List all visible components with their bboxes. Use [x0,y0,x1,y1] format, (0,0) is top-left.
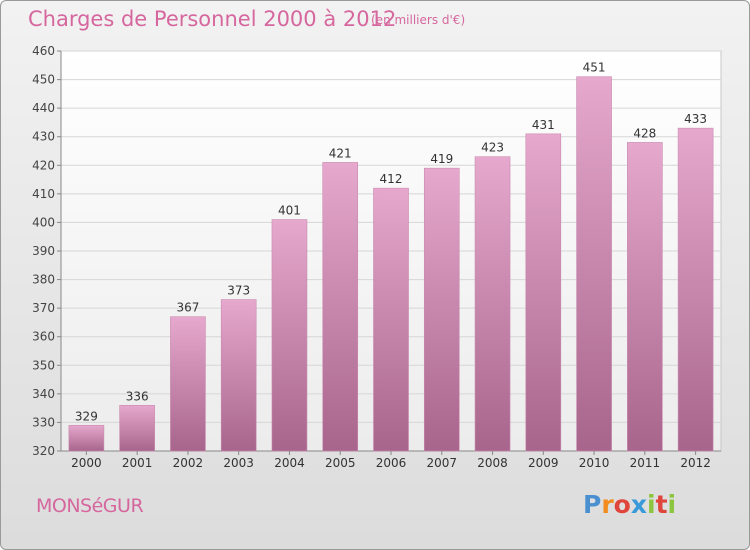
x-tick-label: 2007 [426,456,457,470]
logo-letter: P [583,490,602,519]
x-tick-label: 2000 [71,456,102,470]
y-tick-label: 330 [32,415,55,429]
logo-letter: x [630,490,647,519]
proxiti-logo: Proxiti [583,490,676,519]
y-tick-label: 320 [32,444,55,458]
y-tick-label: 440 [32,101,55,115]
y-tick-label: 370 [32,301,55,315]
y-tick-label: 390 [32,244,55,258]
bar [423,167,460,452]
x-tick-label: 2005 [325,456,356,470]
chart-subtitle: (en milliers d'€) [371,13,466,27]
data-label: 431 [532,118,555,132]
data-label: 451 [583,61,606,75]
data-label: 367 [176,301,199,315]
x-tick-label: 2003 [223,456,254,470]
y-tick-label: 430 [32,130,55,144]
bar [627,142,663,452]
x-tick-label: 2012 [680,456,711,470]
data-label: 421 [329,146,352,160]
bar [68,424,105,452]
data-label: 412 [380,172,403,186]
logo-letter: i [647,490,656,519]
x-tick-label: 2008 [477,456,508,470]
chart-title: Charges de Personnel 2000 à 2012 [28,7,397,31]
bar [677,127,714,452]
logo-letter: i [667,490,677,519]
bar [220,299,257,452]
data-label: 423 [481,141,504,155]
data-label: 336 [126,389,149,403]
x-tick-label: 2009 [528,456,559,470]
y-tick-label: 350 [32,358,55,372]
y-tick-label: 340 [32,387,55,401]
bar [525,133,562,452]
y-tick-label: 400 [32,215,55,229]
data-label: 401 [278,204,301,218]
y-tick-label: 420 [32,158,55,172]
x-tick-label: 2004 [274,456,305,470]
data-label: 419 [430,152,453,166]
y-tick-label: 410 [32,187,55,201]
data-label: 433 [684,112,707,126]
bar [170,316,206,452]
y-tick-label: 380 [32,273,55,287]
logo-letter: r [601,490,614,519]
data-label: 428 [633,126,656,140]
bar [322,162,359,452]
logo-letter: o [613,490,631,519]
x-tick-label: 2010 [579,456,610,470]
logo-letter: t [655,490,668,519]
y-tick-label: 450 [32,73,55,87]
data-label: 373 [227,284,250,298]
bar [119,404,155,452]
bar [271,219,308,452]
x-tick-label: 2001 [122,456,153,470]
bar [576,76,612,452]
y-tick-label: 460 [32,44,55,58]
data-label: 329 [75,409,98,423]
x-tick-label: 2006 [376,456,407,470]
bar [373,187,409,452]
commune-name: MONSéGUR [36,495,144,517]
bar [474,156,511,452]
x-tick-label: 2002 [173,456,204,470]
x-tick-label: 2011 [630,456,661,470]
y-tick-label: 360 [32,330,55,344]
